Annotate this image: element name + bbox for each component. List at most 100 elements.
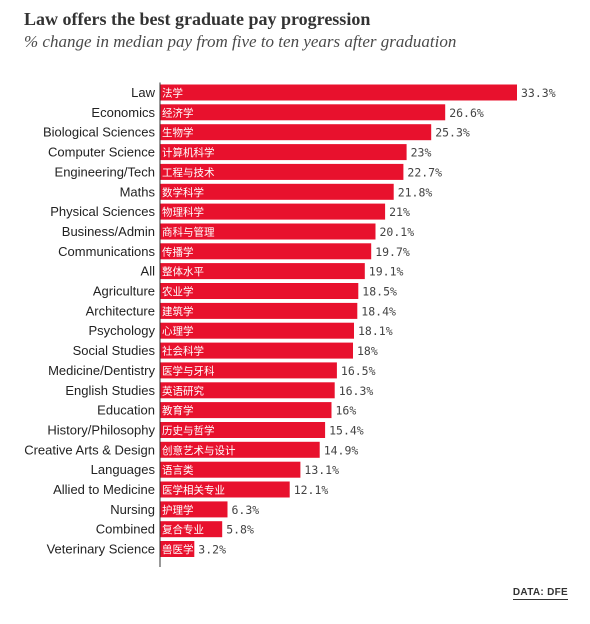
chinese-label: 语言类 — [162, 464, 194, 477]
chinese-label: 商科与管理 — [162, 226, 215, 239]
chinese-label: 物理科学 — [162, 206, 204, 219]
value-label: 19.7% — [375, 245, 410, 259]
value-label: 20.1% — [380, 225, 415, 239]
category-label: Computer Science — [48, 145, 155, 160]
bar — [160, 163, 404, 180]
category-label: Engineering/Tech — [55, 164, 155, 179]
bar — [160, 263, 365, 280]
chinese-label: 创意艺术与设计 — [162, 444, 236, 457]
category-label: Allied to Medicine — [53, 482, 155, 497]
bar — [160, 302, 358, 319]
category-label: Nursing — [110, 502, 155, 517]
category-label: Economics — [91, 105, 155, 120]
bar — [160, 144, 407, 161]
category-label: Business/Admin — [62, 224, 155, 239]
category-label: Psychology — [89, 323, 156, 338]
value-label: 21.8% — [398, 185, 433, 199]
category-label: Maths — [120, 184, 156, 199]
value-label: 25.3% — [435, 126, 470, 140]
value-label: 18.1% — [358, 324, 393, 338]
value-label: 16.5% — [341, 364, 376, 378]
chinese-label: 传播学 — [162, 245, 194, 258]
bar — [160, 124, 432, 141]
category-label: Agriculture — [93, 284, 155, 299]
category-label: History/Philosophy — [47, 423, 155, 438]
category-label: Veterinary Science — [47, 542, 155, 557]
chart-subtitle: % change in median pay from five to ten … — [24, 32, 457, 51]
data-source: DATA: DFE — [512, 587, 568, 600]
chinese-label: 法学 — [162, 87, 183, 100]
value-label: 12.1% — [294, 483, 329, 497]
chinese-label: 经济学 — [162, 106, 194, 119]
value-label: 19.1% — [369, 265, 404, 279]
chinese-label: 教育学 — [162, 404, 194, 417]
chinese-label: 护理学 — [162, 503, 194, 516]
value-label: 16.3% — [339, 384, 374, 398]
chinese-label: 生物学 — [162, 126, 194, 139]
value-label: 18.4% — [361, 304, 396, 318]
bar — [160, 104, 446, 121]
bar — [160, 362, 337, 379]
value-label: 15.4% — [329, 424, 364, 438]
category-label: Combined — [96, 522, 155, 537]
value-label: 16% — [336, 404, 357, 418]
bar — [160, 84, 517, 101]
chinese-label: 工程与技术 — [162, 166, 215, 179]
chart-title: Law offers the best graduate pay progres… — [24, 9, 371, 29]
chinese-label: 社会科学 — [162, 345, 204, 358]
bar — [160, 322, 354, 339]
category-label: Law — [131, 85, 155, 100]
value-label: 3.2% — [198, 543, 226, 557]
value-label: 26.6% — [449, 106, 484, 120]
chinese-label: 英语研究 — [162, 384, 204, 397]
bar — [160, 461, 301, 478]
bar — [160, 402, 332, 419]
bar — [160, 243, 372, 260]
category-label: Biological Sciences — [43, 125, 156, 140]
value-label: 23% — [411, 146, 432, 160]
value-label: 5.8% — [226, 523, 254, 537]
bar — [160, 183, 394, 200]
chinese-label: 历史与哲学 — [162, 424, 215, 437]
value-label: 18% — [357, 344, 378, 358]
bar — [160, 541, 195, 557]
value-label: 14.9% — [324, 443, 359, 457]
chinese-label: 数学科学 — [162, 186, 204, 199]
chinese-label: 医学与牙科 — [162, 364, 215, 377]
chinese-label: 整体水平 — [162, 265, 204, 278]
category-label: Social Studies — [73, 343, 156, 358]
category-label: Languages — [91, 462, 156, 477]
value-label: 21% — [389, 205, 410, 219]
bar — [160, 521, 223, 538]
chinese-label: 兽医学 — [162, 543, 194, 556]
bar — [160, 441, 320, 458]
category-label: Architecture — [86, 303, 155, 318]
category-label: Medicine/Dentistry — [48, 363, 155, 378]
chinese-label: 复合专业 — [162, 523, 204, 536]
chinese-label: 心理学 — [162, 325, 194, 338]
value-label: 13.1% — [304, 463, 339, 477]
category-label: All — [141, 264, 156, 279]
category-label: English Studies — [65, 383, 155, 398]
category-label: Physical Sciences — [50, 204, 155, 219]
chinese-label: 计算机科学 — [162, 146, 215, 159]
chinese-label: 建筑学 — [162, 305, 194, 318]
bar — [160, 422, 326, 438]
value-label: 33.3% — [521, 86, 556, 100]
bar — [160, 283, 359, 299]
bar — [160, 382, 335, 399]
value-label: 22.7% — [407, 165, 442, 179]
value-label: 6.3% — [232, 503, 260, 517]
category-label: Creative Arts & Design — [24, 442, 155, 457]
bar — [160, 481, 290, 498]
chinese-label: 医学相关专业 — [162, 484, 225, 497]
bar — [160, 203, 386, 220]
bar — [160, 501, 228, 518]
category-label: Communications — [58, 244, 155, 259]
value-label: 18.5% — [362, 285, 397, 299]
category-label: Education — [97, 403, 155, 418]
chinese-label: 农业学 — [162, 285, 194, 298]
bar — [160, 223, 376, 240]
bar — [160, 342, 353, 359]
